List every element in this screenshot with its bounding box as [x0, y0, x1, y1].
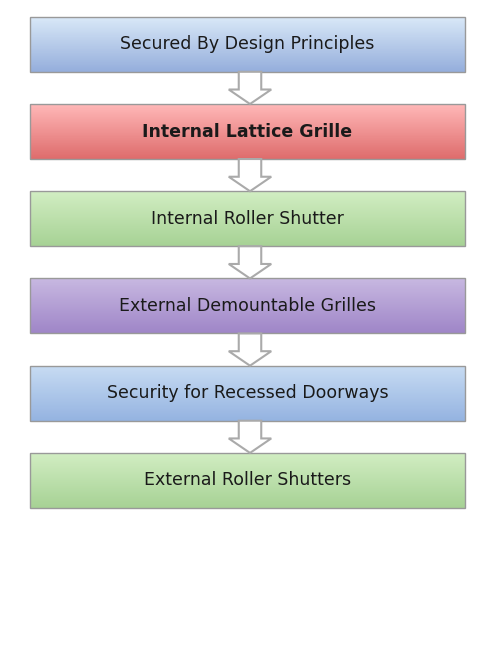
Bar [30, 278, 465, 333]
Text: Internal Roller Shutter: Internal Roller Shutter [151, 210, 344, 227]
Bar [30, 17, 465, 72]
Text: Security for Recessed Doorways: Security for Recessed Doorways [106, 384, 388, 402]
Text: Secured By Design Principles: Secured By Design Principles [120, 36, 374, 53]
Bar [30, 191, 465, 246]
Text: Internal Lattice Grille: Internal Lattice Grille [142, 123, 352, 140]
Polygon shape [229, 72, 271, 104]
Bar [30, 453, 465, 508]
Polygon shape [229, 159, 271, 191]
Polygon shape [229, 246, 271, 278]
Text: External Demountable Grilles: External Demountable Grilles [119, 297, 376, 315]
Polygon shape [229, 421, 271, 453]
Polygon shape [229, 333, 271, 366]
Bar [30, 366, 465, 421]
Text: External Roller Shutters: External Roller Shutters [144, 472, 351, 489]
Bar [30, 104, 465, 159]
